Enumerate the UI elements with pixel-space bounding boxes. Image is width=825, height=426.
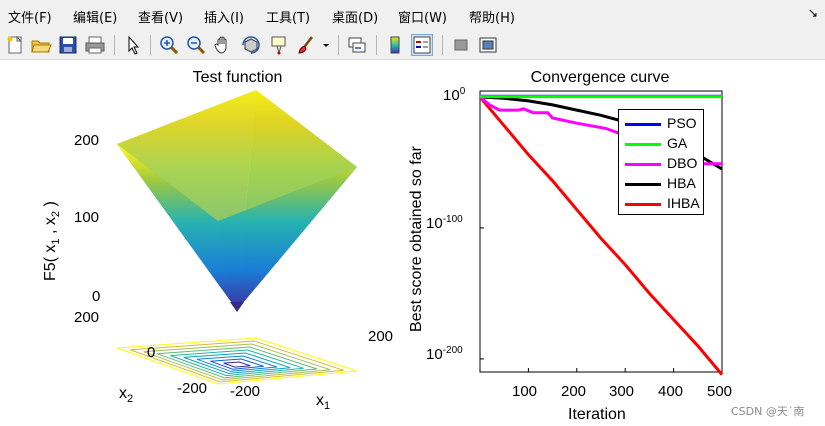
x-axis-label: Iteration	[568, 406, 626, 423]
z-tick-100: 100	[74, 209, 100, 226]
x2-tick-200: 200	[74, 309, 100, 326]
legend-entry-ihba[interactable]: IHBA	[623, 195, 703, 213]
legend-swatch	[625, 183, 661, 186]
hide-plot-tools-icon[interactable]	[450, 34, 472, 56]
link-plot-icon[interactable]	[346, 34, 368, 56]
watermark: CSDN @天˙南	[731, 405, 805, 418]
edit-plot-arrow-icon[interactable]	[122, 34, 144, 56]
menu-bar: 文件(F) 编辑(E) 查看(V) 插入(I) 工具(T) 桌面(D) 窗口(W…	[0, 0, 825, 30]
data-cursor-icon[interactable]	[268, 34, 290, 56]
surface-top-rim	[117, 90, 357, 221]
legend-label: GA	[667, 135, 688, 151]
y-tick-1e-200: 10-200	[426, 345, 463, 363]
x-tick-500: 500	[707, 383, 733, 400]
zoom-out-icon[interactable]	[185, 34, 207, 56]
brush-icon[interactable]	[295, 34, 317, 56]
x1-axis-label: x1	[316, 392, 331, 413]
x-tick-300: 300	[609, 383, 635, 400]
contour-level-2	[210, 358, 264, 370]
z-tick-0: 0	[92, 288, 101, 305]
print-icon[interactable]	[84, 34, 106, 56]
contour-level-5	[170, 349, 304, 377]
toolbar-separator	[114, 35, 115, 55]
y-axis-label: Best score obtained so far	[408, 146, 425, 332]
contour-level-9	[116, 337, 358, 385]
z-tick-200: 200	[74, 132, 100, 149]
new-figure-icon[interactable]	[4, 34, 26, 56]
x-tick-100: 100	[512, 383, 538, 400]
z-axis-label: F5( x1 , x2 )	[41, 201, 63, 282]
contour-level-6	[156, 346, 318, 379]
figure-toolbar	[0, 30, 825, 60]
legend-label: PSO	[667, 115, 697, 131]
brush-dropdown-icon[interactable]	[320, 34, 332, 56]
surface-front-right-face	[218, 167, 357, 310]
x-tick-200: 200	[561, 383, 587, 400]
legend-entry-dbo[interactable]: DBO	[623, 155, 703, 173]
left-plot-title: Test function	[192, 69, 283, 86]
menu-edit[interactable]: 编辑(E)	[73, 11, 118, 26]
menu-file[interactable]: 文件(F)	[8, 11, 52, 26]
contour-level-3	[196, 355, 278, 372]
y-tick-1e0: 100	[443, 86, 466, 104]
legend-swatch	[625, 163, 661, 166]
legend-swatch	[625, 123, 661, 126]
legend-entry-hba[interactable]: HBA	[623, 175, 703, 193]
y-tick-1e-100: 10-100	[426, 214, 463, 232]
menu-view[interactable]: 查看(V)	[138, 11, 184, 26]
rotate-3d-icon[interactable]	[240, 34, 262, 56]
dock-arrow-icon[interactable]: ↘	[808, 6, 819, 20]
surface-front-left-face	[117, 144, 237, 310]
menu-insert[interactable]: 插入(I)	[204, 11, 244, 26]
legend-box[interactable]: PSO GA DBO HBA IHBA	[618, 109, 704, 215]
legend-label: HBA	[667, 175, 696, 191]
legend-entry-ga[interactable]: GA	[623, 135, 703, 153]
surface-plot-axes[interactable]	[0, 60, 400, 426]
x2-tick-neg200: -200	[177, 380, 208, 397]
legend-label: DBO	[667, 155, 698, 171]
insert-legend-icon[interactable]	[411, 34, 433, 56]
contour-level-8	[130, 340, 344, 383]
insert-colorbar-icon[interactable]	[384, 34, 406, 56]
menu-help[interactable]: 帮助(H)	[469, 11, 515, 26]
contour-level-1	[223, 361, 251, 368]
x-tick-400: 400	[658, 383, 684, 400]
legend-swatch	[625, 143, 661, 146]
save-icon[interactable]	[57, 34, 79, 56]
legend-label: IHBA	[667, 195, 700, 211]
toolbar-separator	[150, 35, 151, 55]
toolbar-separator	[338, 35, 339, 55]
x1-tick-200: 200	[368, 328, 394, 345]
figure-canvas: Test function F5( x1 , x2 ) 200 100 0 20…	[0, 60, 825, 426]
legend-swatch	[625, 203, 661, 206]
menu-tools[interactable]: 工具(T)	[266, 11, 311, 26]
menu-window[interactable]: 窗口(W)	[398, 11, 447, 26]
surface-minimum	[230, 302, 244, 312]
legend-entry-pso[interactable]: PSO	[623, 115, 703, 133]
zoom-in-icon[interactable]	[158, 34, 180, 56]
menu-desktop[interactable]: 桌面(D)	[332, 11, 379, 26]
contour-level-4	[183, 352, 291, 374]
x2-axis-label: x2	[119, 385, 134, 406]
toolbar-separator	[376, 35, 377, 55]
x1-tick-neg200: -200	[230, 383, 261, 400]
show-plot-tools-icon[interactable]	[477, 34, 499, 56]
right-plot-title: Convergence curve	[530, 69, 670, 86]
contour-level-7	[143, 343, 331, 381]
toolbar-separator	[442, 35, 443, 55]
pan-hand-icon[interactable]	[212, 34, 234, 56]
contour-projection	[116, 337, 358, 385]
x2-tick-0: 0	[147, 344, 156, 361]
open-file-icon[interactable]	[30, 34, 52, 56]
